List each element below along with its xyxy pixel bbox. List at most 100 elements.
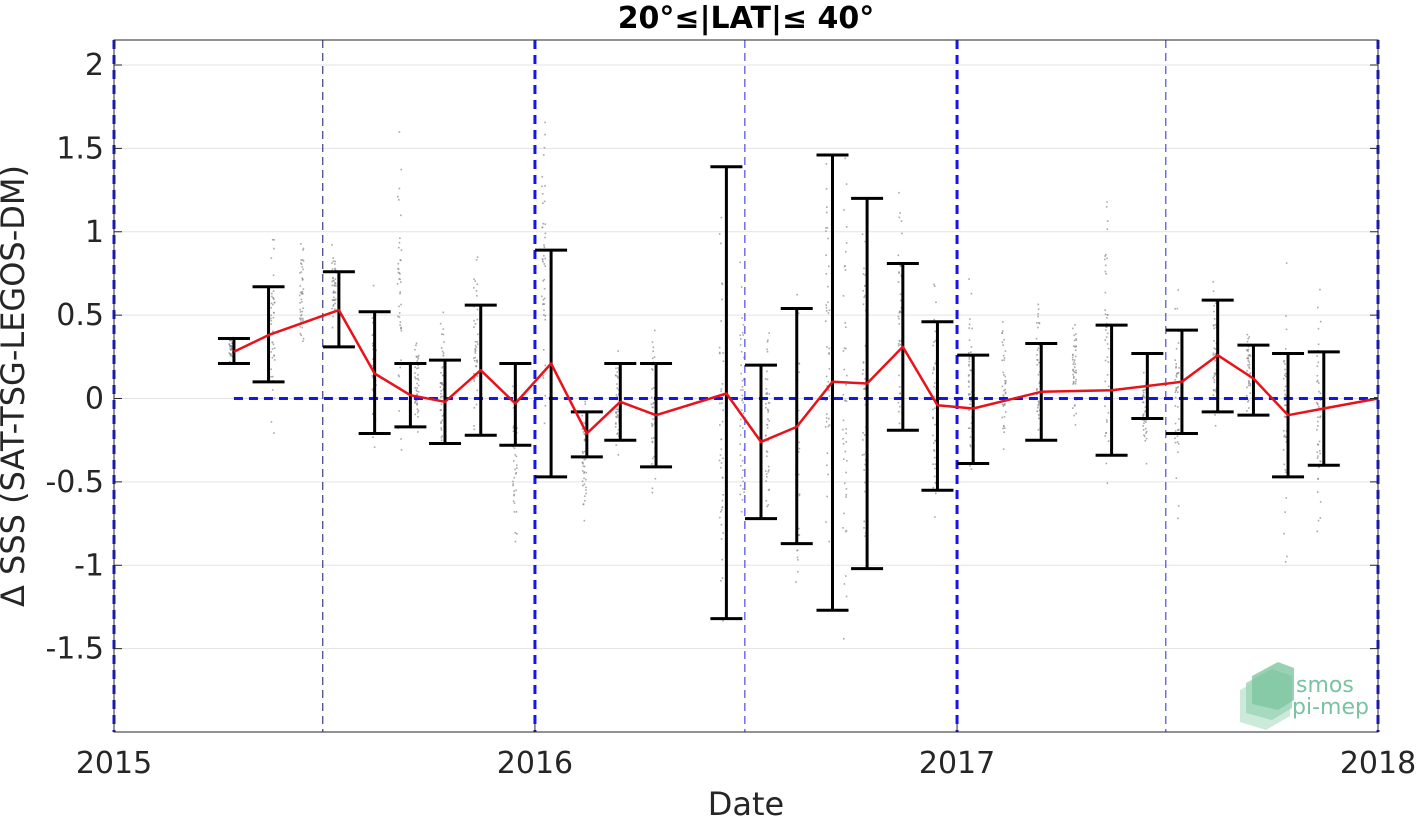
scatter-point <box>825 417 828 419</box>
scatter-point <box>1284 469 1287 471</box>
scatter-point <box>825 413 828 415</box>
scatter-point <box>1145 432 1147 434</box>
scatter-point <box>1107 385 1110 388</box>
scatter-point <box>230 339 233 342</box>
scatter-point <box>1175 372 1178 375</box>
scatter-point <box>300 262 302 264</box>
scatter-point <box>442 311 445 314</box>
scatter-point <box>542 202 544 204</box>
scatter-point <box>828 353 830 355</box>
scatter-point <box>864 403 867 406</box>
scatter-point <box>400 281 402 283</box>
scatter-point <box>616 371 619 373</box>
scatter-point <box>513 476 516 479</box>
scatter-point <box>585 489 587 491</box>
scatter-point <box>651 341 654 343</box>
scatter-point <box>332 305 335 307</box>
y-axis-ticks: 2 1.5 1 0.5 0 -0.5 -1 -1.5 <box>45 48 1378 667</box>
scatter-point <box>934 330 937 333</box>
scatter-point <box>474 352 477 354</box>
scatter-point <box>797 473 800 476</box>
scatter-point <box>1072 368 1075 371</box>
scatter-point <box>1176 441 1179 443</box>
scatter-point <box>1247 350 1249 352</box>
scatter-point <box>861 233 864 236</box>
scatter-point <box>585 478 587 481</box>
scatter-point <box>932 366 935 369</box>
scatter-point <box>1038 371 1041 373</box>
scatter-point <box>541 303 544 306</box>
scatter-point <box>651 457 654 460</box>
scatter-point <box>416 360 419 362</box>
scatter-point <box>767 465 770 468</box>
scatter-point <box>1214 348 1217 350</box>
scatter-point <box>584 458 587 460</box>
scatter-point <box>722 532 724 534</box>
scatter-point <box>1177 517 1179 520</box>
scatter-point <box>301 310 304 313</box>
scatter-point <box>417 374 419 376</box>
scatter-point <box>400 359 402 361</box>
scatter-point <box>968 364 970 367</box>
scatter-point <box>651 491 654 494</box>
scatter-point <box>864 535 866 537</box>
scatter-point <box>272 274 275 277</box>
scatter-point <box>270 302 273 305</box>
scatter-point <box>1103 258 1106 261</box>
scatter-point <box>270 376 272 378</box>
scatter-point <box>1282 449 1285 451</box>
scatter-point <box>1107 361 1110 363</box>
scatter-point <box>543 287 546 290</box>
scatter-point <box>1073 366 1076 368</box>
scatter-point <box>651 463 653 465</box>
scatter-point <box>1212 389 1215 391</box>
plot-area-frame <box>113 39 1379 733</box>
scatter-point <box>741 386 744 388</box>
scatter-point <box>1003 389 1005 392</box>
scatter-point <box>1106 317 1108 319</box>
scatter-point <box>544 223 547 225</box>
scatter-point <box>1105 273 1107 275</box>
scatter-point <box>827 388 830 391</box>
scatter-point <box>739 261 742 264</box>
scatter-point <box>332 303 335 306</box>
scatter-point <box>398 312 401 314</box>
scatter-point <box>863 527 865 529</box>
scatter-point <box>1036 393 1038 396</box>
scatter-point <box>897 315 900 318</box>
scatter-point <box>1174 441 1177 444</box>
scatter-point <box>1316 429 1318 431</box>
scatter-point <box>721 506 724 509</box>
scatter-point <box>842 350 845 352</box>
scatter-point <box>615 367 617 370</box>
scatter-point <box>583 477 585 480</box>
scatter-point <box>515 467 518 469</box>
scatter-point <box>271 292 273 295</box>
scatter-point <box>720 320 723 322</box>
scatter-point <box>476 343 479 345</box>
scatter-point <box>544 314 547 317</box>
scatter-point <box>514 454 517 456</box>
scatter-point <box>1213 304 1216 307</box>
scatter-point <box>653 437 655 439</box>
scatter-point <box>766 370 768 373</box>
scatter-point <box>932 416 934 419</box>
scatter-point <box>845 529 848 532</box>
scatter-point <box>898 323 901 325</box>
scatter-point <box>399 259 402 262</box>
scatter-point <box>1247 401 1249 403</box>
scatter-point <box>441 419 444 422</box>
scatter-point <box>543 255 545 257</box>
scatter-point <box>273 359 276 361</box>
scatter-point <box>1175 389 1178 391</box>
scatter-point <box>543 263 546 265</box>
scatter-point <box>968 381 970 384</box>
scatter-point <box>414 366 416 368</box>
scatter-point <box>1283 359 1286 362</box>
scatter-point <box>652 401 655 404</box>
scatter-point <box>1246 340 1249 343</box>
scatter-point <box>512 385 514 388</box>
scatter-point <box>334 291 337 294</box>
scatter-point <box>615 415 617 418</box>
